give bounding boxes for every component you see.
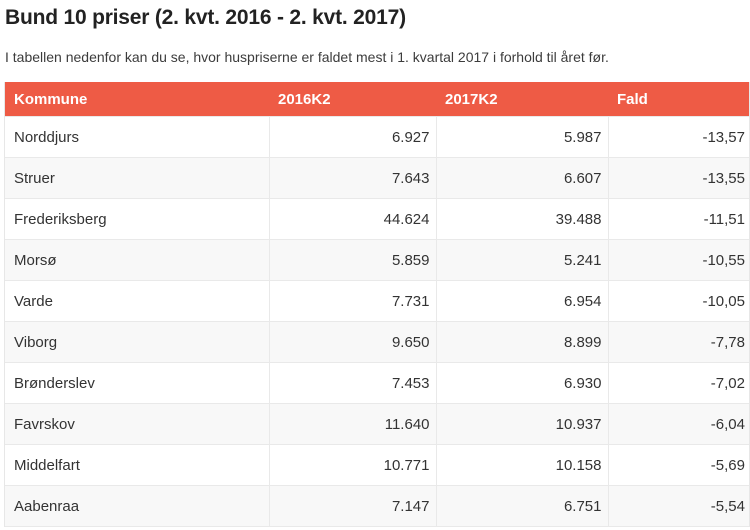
cell-value: 7.147 [268,485,436,527]
column-header-kommune: Kommune [5,82,269,117]
cell-kommune: Morsø [5,239,269,281]
cell-kommune: Aabenraa [5,485,269,527]
table-row: Varde 7.731 6.954 -10,05 [5,280,749,322]
table-row: Struer 7.643 6.607 -13,55 [5,157,749,199]
cell-value: -10,05 [607,280,749,322]
cell-value: 10.771 [268,444,436,486]
cell-value: -7,02 [607,362,749,404]
cell-value: 10.158 [435,444,608,486]
cell-empty [607,526,749,527]
cell-value: 11.640 [268,403,436,445]
cell-value: 6.954 [435,280,608,322]
table-row-partial [5,526,749,527]
cell-kommune: Viborg [5,321,269,363]
cell-kommune: Brønderslev [5,362,269,404]
table-body: Norddjurs 6.927 5.987 -13,57 Struer 7.643 6.60… [5,116,749,527]
cell-value: -11,51 [607,198,749,240]
cell-value: 5.241 [435,239,608,281]
column-header-fald: Fald [608,82,749,117]
cell-value: -7,78 [607,321,749,363]
cell-value: 8.899 [435,321,608,363]
cell-value: 6.751 [435,485,608,527]
column-header-2016k2: 2016K2 [269,82,436,117]
cell-empty [268,526,436,527]
cell-value: 9.650 [268,321,436,363]
cell-kommune: Favrskov [5,403,269,445]
cell-value: 5.987 [435,116,608,158]
table-row: Frederiksberg 44.624 39.488 -11,51 [5,198,749,240]
cell-empty [435,526,608,527]
table-row: Middelfart 10.771 10.158 -5,69 [5,444,749,486]
cell-value: -13,57 [607,116,749,158]
table-row: Favrskov 11.640 10.937 -6,04 [5,403,749,445]
prices-table-widget: Kommune 2016K2 2017K2 Fald Norddjurs 6.92… [4,82,750,527]
cell-kommune: Norddjurs [5,116,269,158]
cell-value: -10,55 [607,239,749,281]
cell-value: 6.607 [435,157,608,199]
cell-value: 6.927 [268,116,436,158]
table-row: Brønderslev 7.453 6.930 -7,02 [5,362,749,404]
cell-kommune: Struer [5,157,269,199]
table-row: Aabenraa 7.147 6.751 -5,54 [5,485,749,527]
cell-value: -13,55 [607,157,749,199]
cell-value: 10.937 [435,403,608,445]
page-subtitle: I tabellen nedenfor kan du se, hvor husp… [5,49,609,65]
cell-value: -5,69 [607,444,749,486]
page-title: Bund 10 priser (2. kvt. 2016 - 2. kvt. 2… [5,6,406,29]
prices-table: Kommune 2016K2 2017K2 Fald Norddjurs 6.92… [5,82,749,527]
column-header-2017k2: 2017K2 [436,82,608,117]
cell-value: -6,04 [607,403,749,445]
cell-empty [5,526,269,527]
table-row: Viborg 9.650 8.899 -7,78 [5,321,749,363]
cell-kommune: Varde [5,280,269,322]
table-header-row: Kommune 2016K2 2017K2 Fald [5,82,749,117]
cell-value: 39.488 [435,198,608,240]
cell-value: 5.859 [268,239,436,281]
table-row: Morsø 5.859 5.241 -10,55 [5,239,749,281]
cell-value: 7.643 [268,157,436,199]
table-row: Norddjurs 6.927 5.987 -13,57 [5,116,749,158]
cell-kommune: Middelfart [5,444,269,486]
cell-kommune: Frederiksberg [5,198,269,240]
cell-value: 44.624 [268,198,436,240]
cell-value: -5,54 [607,485,749,527]
cell-value: 7.453 [268,362,436,404]
cell-value: 7.731 [268,280,436,322]
cell-value: 6.930 [435,362,608,404]
